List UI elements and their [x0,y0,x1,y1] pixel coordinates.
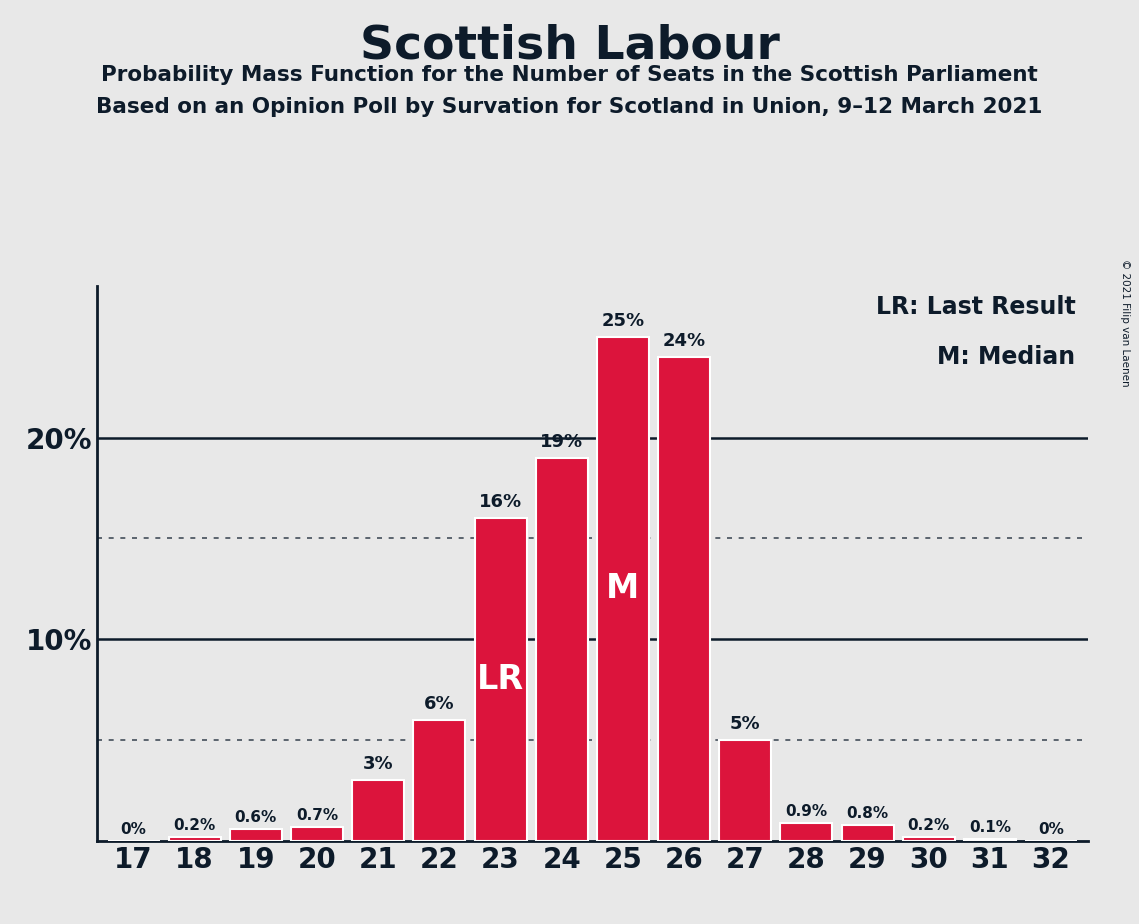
Bar [964,839,1016,841]
Bar [780,822,833,841]
Text: 0%: 0% [1038,822,1064,837]
Bar [535,457,588,841]
Text: 0.2%: 0.2% [908,818,950,833]
Text: LR: LR [477,663,524,696]
Bar [292,827,343,841]
Text: 0.9%: 0.9% [785,804,827,819]
Text: 16%: 16% [480,493,522,511]
Text: 0%: 0% [121,822,147,837]
Bar [658,357,710,841]
Bar [842,825,893,841]
Text: 19%: 19% [540,432,583,451]
Text: 0.6%: 0.6% [235,810,277,825]
Bar [169,837,221,841]
Text: 25%: 25% [601,311,645,330]
Text: © 2021 Filip van Laenen: © 2021 Filip van Laenen [1120,259,1130,386]
Text: 0.8%: 0.8% [846,806,888,821]
Text: 24%: 24% [663,332,705,350]
Text: LR: Last Result: LR: Last Result [876,295,1075,319]
Text: 5%: 5% [730,715,761,733]
Text: Based on an Opinion Poll by Survation for Scotland in Union, 9–12 March 2021: Based on an Opinion Poll by Survation fo… [97,97,1042,117]
Bar [352,781,404,841]
Text: Scottish Labour: Scottish Labour [360,23,779,68]
Text: M: M [606,572,639,605]
Text: M: Median: M: Median [937,345,1075,369]
Text: 0.1%: 0.1% [969,821,1011,835]
Text: 6%: 6% [424,695,454,712]
Bar [475,518,526,841]
Bar [413,720,466,841]
Text: 0.7%: 0.7% [296,808,338,823]
Bar [903,837,954,841]
Text: Probability Mass Function for the Number of Seats in the Scottish Parliament: Probability Mass Function for the Number… [101,65,1038,85]
Text: 3%: 3% [363,755,393,773]
Text: 0.2%: 0.2% [173,818,215,833]
Bar [230,829,281,841]
Bar [719,740,771,841]
Bar [597,337,649,841]
